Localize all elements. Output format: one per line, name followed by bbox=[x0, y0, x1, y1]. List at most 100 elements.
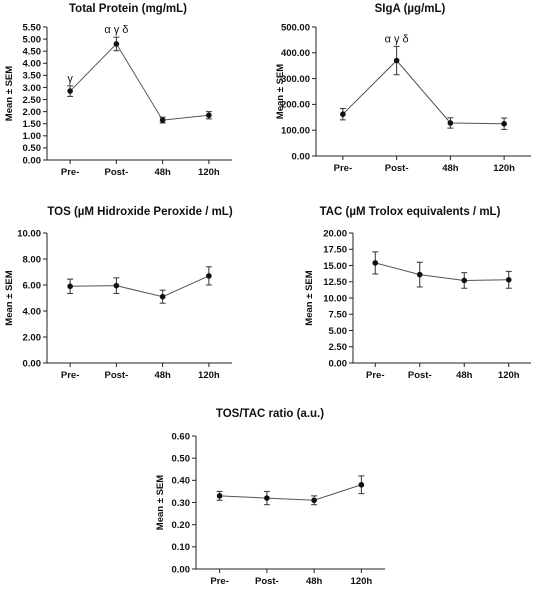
y-tick-label: 5.00 bbox=[329, 326, 348, 337]
data-point bbox=[358, 481, 365, 488]
data-point bbox=[206, 273, 212, 279]
y-tick-label: 300.00 bbox=[281, 74, 310, 85]
chart-title: TAC (µM Trolox equivalents / mL) bbox=[320, 206, 501, 218]
data-point bbox=[113, 41, 120, 47]
y-tick-label: 4.50 bbox=[23, 46, 42, 57]
y-tick-label: 2.00 bbox=[23, 332, 42, 343]
y-tick-label: 15.00 bbox=[323, 261, 347, 272]
y-tick-label: 7.50 bbox=[329, 310, 348, 321]
chart-title: SIgA (µg/mL) bbox=[375, 3, 446, 15]
chart-panel-1: Total Protein (mg/mL)Mean ± SEM0.000.501… bbox=[4, 3, 232, 178]
y-tick-label: 3.00 bbox=[23, 83, 42, 94]
data-point bbox=[311, 497, 317, 504]
series-line bbox=[219, 484, 362, 501]
data-point bbox=[372, 260, 379, 266]
y-tick-label: 6.00 bbox=[23, 280, 42, 291]
data-point bbox=[501, 120, 507, 127]
x-tick-label: Post- bbox=[408, 370, 432, 381]
x-tick-label: Post- bbox=[255, 576, 279, 587]
y-tick-label: 0.00 bbox=[329, 358, 348, 369]
y-tick-label: 10.00 bbox=[17, 228, 41, 239]
x-tick-label: Pre- bbox=[366, 370, 384, 381]
data-point bbox=[216, 493, 223, 499]
y-tick-label: 500.00 bbox=[281, 22, 310, 33]
y-tick-label: 0.00 bbox=[292, 151, 311, 162]
series-line bbox=[69, 43, 209, 121]
y-tick-label: 0.60 bbox=[172, 431, 191, 442]
series-line bbox=[375, 262, 509, 281]
y-tick-label: 400.00 bbox=[281, 48, 310, 59]
series-line bbox=[342, 59, 505, 125]
x-tick-label: 48h bbox=[154, 370, 171, 381]
y-tick-label: 0.20 bbox=[172, 520, 191, 531]
y-tick-label: 1.50 bbox=[23, 119, 42, 130]
y-tick-label: 10.00 bbox=[323, 293, 347, 304]
x-tick-label: 48h bbox=[442, 163, 459, 174]
x-tick-label: 120h bbox=[198, 370, 220, 381]
y-tick-label: 4.00 bbox=[23, 59, 42, 70]
x-tick-label: Pre- bbox=[61, 370, 79, 381]
y-tick-label: 2.50 bbox=[23, 95, 42, 106]
x-tick-label: 120h bbox=[351, 576, 373, 587]
y-tick-label: 5.50 bbox=[23, 22, 42, 33]
y-tick-label: 0.50 bbox=[172, 453, 191, 464]
x-tick-label: Post- bbox=[105, 370, 129, 381]
chart-panel-4: TAC (µM Trolox equivalents / mL) Mean ± S… bbox=[304, 206, 531, 381]
data-point bbox=[159, 293, 166, 300]
data-point bbox=[264, 495, 270, 501]
y-tick-label: 2.50 bbox=[329, 342, 348, 353]
y-tick-label: 0.00 bbox=[172, 564, 191, 575]
y-tick-label: 2.00 bbox=[23, 107, 42, 118]
y-tick-label: 12.50 bbox=[323, 277, 347, 288]
y-tick-label: 0.40 bbox=[172, 476, 191, 487]
y-tick-label: 100.00 bbox=[281, 126, 310, 137]
y-tick-label: 0.00 bbox=[23, 155, 42, 166]
x-tick-label: 120h bbox=[198, 167, 220, 178]
data-point bbox=[67, 88, 73, 94]
y-tick-label: 5.00 bbox=[23, 34, 42, 45]
chart-panel-2: SIgA (µg/mL) Mean ± SEM 0.00 100.00 200.00 30… bbox=[275, 3, 531, 174]
data-point bbox=[340, 111, 346, 118]
y-axis-label: Mean ± SEM bbox=[4, 270, 15, 325]
chart-title: TOS (µM Hidroxide Peroxide / mL) bbox=[47, 206, 233, 218]
chart-title: Total Protein (mg/mL) bbox=[69, 3, 187, 15]
data-point bbox=[159, 117, 166, 123]
x-tick-label: 120h bbox=[498, 370, 520, 381]
y-tick-label: 0.50 bbox=[23, 143, 42, 154]
y-tick-label: 4.00 bbox=[23, 306, 42, 317]
y-axis-label: Mean ± SEM bbox=[155, 475, 166, 530]
data-point bbox=[393, 57, 400, 64]
chart-panel-3: TOS (µM Hidroxide Peroxide / mL) Mean ± S… bbox=[4, 206, 233, 381]
chart-title: TOS/TAC ratio (a.u.) bbox=[216, 408, 324, 420]
y-axis-label: Mean ± SEM bbox=[275, 64, 286, 119]
x-tick-label: Pre- bbox=[61, 167, 79, 178]
y-axis-label: Mean ± SEM bbox=[4, 66, 15, 121]
data-point bbox=[447, 120, 454, 126]
y-axis-label: Mean ± SEM bbox=[304, 270, 315, 325]
x-tick-label: 48h bbox=[154, 167, 171, 178]
x-tick-label: 48h bbox=[306, 576, 323, 587]
chart-panel-5: TOS/TAC ratio (a.u.) Mean ± SEM 0.00 0.10 0.… bbox=[155, 408, 385, 587]
x-tick-label: 48h bbox=[456, 370, 473, 381]
y-tick-label: 0.10 bbox=[172, 542, 191, 553]
y-tick-label: 17.50 bbox=[323, 245, 347, 256]
significance-annotation: α γ δ bbox=[104, 24, 128, 36]
data-point bbox=[113, 282, 120, 289]
y-tick-label: 20.00 bbox=[323, 228, 347, 239]
y-tick-label: 0.30 bbox=[172, 498, 191, 509]
x-tick-label: Post- bbox=[385, 163, 409, 174]
x-tick-label: 120h bbox=[493, 163, 515, 174]
significance-annotation: α γ δ bbox=[385, 33, 409, 45]
data-point bbox=[67, 283, 73, 290]
x-tick-label: Post- bbox=[105, 167, 129, 178]
y-tick-label: 1.00 bbox=[23, 131, 42, 142]
data-point bbox=[416, 271, 423, 278]
series-line bbox=[70, 275, 210, 298]
y-tick-label: 3.50 bbox=[23, 71, 42, 82]
y-tick-label: 200.00 bbox=[281, 100, 310, 111]
data-point bbox=[461, 277, 468, 284]
x-tick-label: Pre- bbox=[334, 163, 352, 174]
significance-annotation: γ bbox=[67, 73, 73, 85]
data-point bbox=[505, 277, 512, 283]
